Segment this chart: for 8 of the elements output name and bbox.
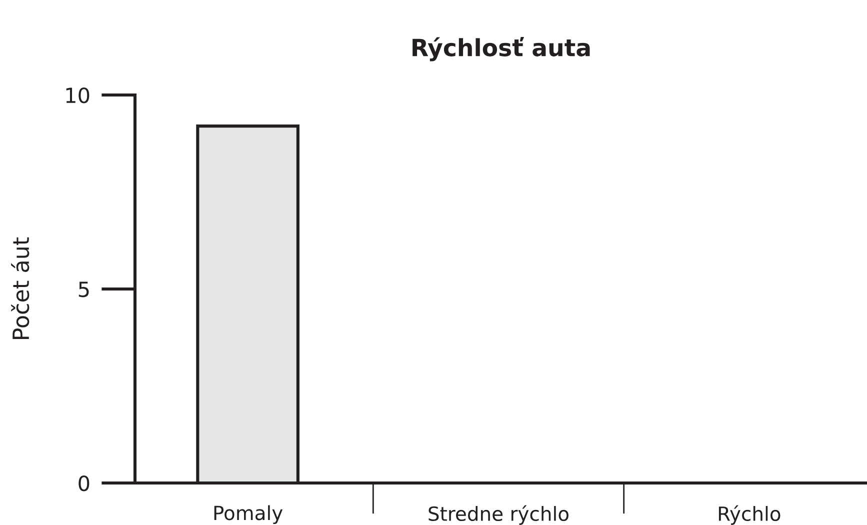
chart-title: Rýchlosť auta [412, 36, 590, 62]
y-tick-label: 5 [78, 282, 89, 298]
y-tick-label: 10 [66, 87, 90, 104]
y-tick-label: 0 [78, 475, 90, 492]
x-tick-label: Stredne rýchlo [428, 505, 568, 525]
x-tick-label: Pomaly [214, 505, 283, 524]
y-axis-title: Počet áut [11, 237, 30, 339]
x-tick-label: Rýchlo [718, 505, 780, 525]
